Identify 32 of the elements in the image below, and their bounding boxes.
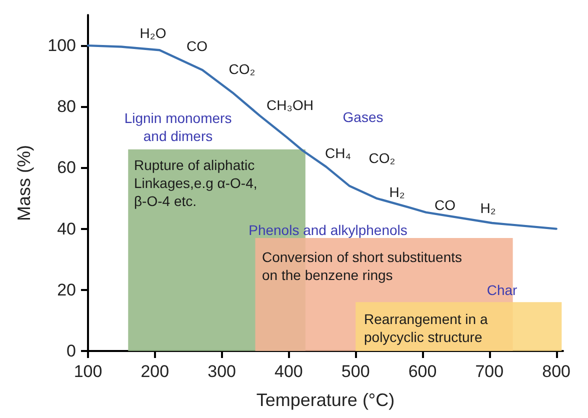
annotation: H₂ [480, 200, 496, 216]
y-tick-label: 40 [57, 219, 76, 238]
annotation: CO [186, 38, 208, 54]
annotation: CH₃OH [266, 97, 314, 113]
x-tick-label: 300 [208, 362, 236, 381]
annotation: Char [486, 282, 518, 298]
annotation: Rupture of aliphatic Linkages,e.g α-O-4, β-O-4 etc. [134, 157, 258, 209]
y-tick-label: 20 [57, 280, 76, 300]
annotation: H₂ [389, 184, 405, 200]
annotation: Gases [342, 109, 384, 125]
x-tick-label: 800 [542, 362, 570, 381]
annotation: CH₄ [325, 145, 352, 161]
y-tick-label: 80 [57, 97, 76, 116]
x-tick-label: 200 [140, 362, 170, 381]
annotation: Lignin monomers and dimers [124, 110, 232, 144]
y-tick-label: 100 [48, 36, 76, 56]
annotation: Conversion of short substituents on the benzene rings [262, 249, 462, 283]
y-tick-label: 0 [66, 342, 76, 360]
x-tick-label: 500 [341, 362, 370, 381]
x-tick-label: 700 [475, 362, 504, 381]
annotation: CO₂ [368, 150, 396, 166]
annotation: CO₂ [228, 61, 256, 77]
annotation: H₂O [140, 25, 166, 41]
y-tick-label: 60 [57, 158, 76, 178]
annotation: CO [434, 197, 456, 213]
annotation: Rearrangement in a polycyclic structure [364, 311, 488, 345]
y-axis-title: Mass (%) [14, 145, 34, 221]
annotation: Phenols and alkylphenols [248, 222, 408, 238]
x-tick-label: 400 [274, 362, 303, 381]
x-axis-title: Temperature (°C) [256, 390, 395, 410]
x-tick-label: 600 [408, 362, 437, 381]
x-tick-label: 100 [74, 362, 102, 381]
